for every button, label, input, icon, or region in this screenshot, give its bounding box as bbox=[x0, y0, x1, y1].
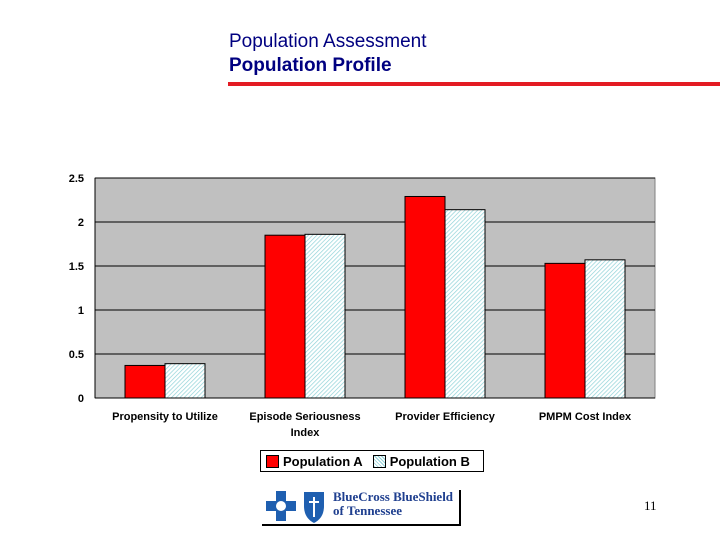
x-category-label: Propensity to Utilize bbox=[112, 411, 218, 423]
y-tick-label: 2.5 bbox=[69, 173, 84, 185]
legend-swatch-population-a bbox=[266, 454, 279, 468]
bar-population-b bbox=[584, 259, 626, 399]
slide-header: Population Assessment Population Profile bbox=[229, 30, 427, 78]
bar-population-a bbox=[124, 364, 166, 399]
page-number: 11 bbox=[644, 498, 657, 513]
y-tick-label: 2 bbox=[78, 217, 84, 229]
legend-label-population-a: Population A bbox=[283, 453, 363, 469]
legend-label-population-b: Population B bbox=[389, 453, 470, 469]
cross-and-shield-icon bbox=[266, 491, 324, 523]
x-category-label-line: Provider Efficiency bbox=[395, 411, 496, 423]
legend-swatch-population-b bbox=[372, 454, 386, 468]
bar-population-b bbox=[444, 209, 486, 399]
bcbs-logo: BlueCross BlueShield of Tennessee bbox=[262, 490, 461, 526]
bar-population-b bbox=[304, 233, 346, 399]
x-axis-labels: Propensity to Utilize Episode Seriousness… bbox=[112, 411, 632, 439]
bar-population-b bbox=[164, 363, 206, 399]
y-tick-label: 1.5 bbox=[69, 261, 84, 273]
x-category-label: Provider Efficiency bbox=[395, 411, 496, 423]
slide-title: Population Profile bbox=[229, 55, 392, 76]
logo-line-1: BlueCross BlueShield bbox=[333, 489, 454, 504]
slide-supertitle: Population Assessment bbox=[229, 31, 427, 52]
bars bbox=[124, 195, 626, 399]
bar-population-a bbox=[544, 262, 586, 399]
logo-line-2: of Tennessee bbox=[333, 503, 402, 518]
x-category-label: Episode Seriousness Index bbox=[249, 411, 360, 439]
chart-legend: Population A Population B bbox=[260, 450, 484, 472]
y-tick-label: 0 bbox=[78, 393, 84, 405]
logo-text: BlueCross BlueShield of Tennessee bbox=[333, 490, 453, 518]
bar-population-a bbox=[404, 195, 446, 399]
y-axis-ticks: 0 0.5 1 1.5 2 2.5 bbox=[69, 173, 84, 405]
x-category-label-line: Propensity to Utilize bbox=[112, 411, 218, 423]
bar-population-a bbox=[264, 234, 306, 399]
x-category-label-line: Episode Seriousness bbox=[249, 411, 360, 423]
legend-item-population-a: Population A bbox=[266, 454, 363, 469]
x-category-label-line: PMPM Cost Index bbox=[539, 411, 632, 423]
header-rule bbox=[228, 82, 720, 86]
legend-item-population-b: Population B bbox=[372, 453, 470, 469]
x-category-label: PMPM Cost Index bbox=[539, 411, 632, 423]
y-tick-label: 0.5 bbox=[69, 349, 84, 361]
x-category-label-line: Index bbox=[291, 427, 321, 439]
y-tick-label: 1 bbox=[78, 305, 84, 317]
